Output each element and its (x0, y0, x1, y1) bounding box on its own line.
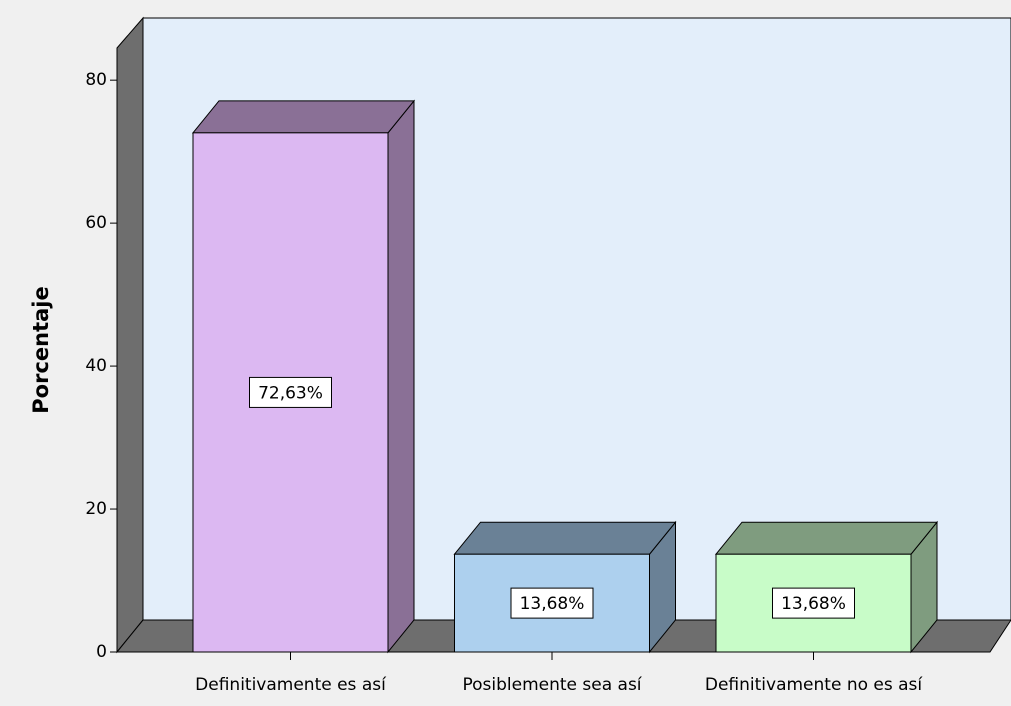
value-label-box (510, 587, 594, 619)
x-tick-label: Definitivamente es así (195, 675, 387, 695)
bar-top (714, 521, 939, 555)
y-tick-label: 80 (85, 70, 107, 90)
value-label: 13,68% (520, 594, 585, 614)
bar-top (453, 521, 677, 555)
x-tick-label: Definitivamente no es así (705, 675, 924, 695)
y-tick-label: 60 (85, 213, 107, 233)
value-label: 13,68% (781, 594, 846, 614)
left-wall (116, 16, 144, 654)
y-tick-label: 0 (96, 642, 107, 662)
value-label-box (249, 376, 332, 408)
value-label: 72,63% (258, 383, 323, 403)
value-label-box (772, 587, 855, 619)
x-tick-label: Posiblemente sea así (462, 675, 642, 695)
y-axis-label: Porcentaje (29, 286, 53, 413)
bar-side (387, 99, 415, 654)
bar-top (191, 100, 416, 134)
y-tick-label: 40 (85, 356, 107, 376)
y-tick-label: 20 (85, 499, 107, 519)
